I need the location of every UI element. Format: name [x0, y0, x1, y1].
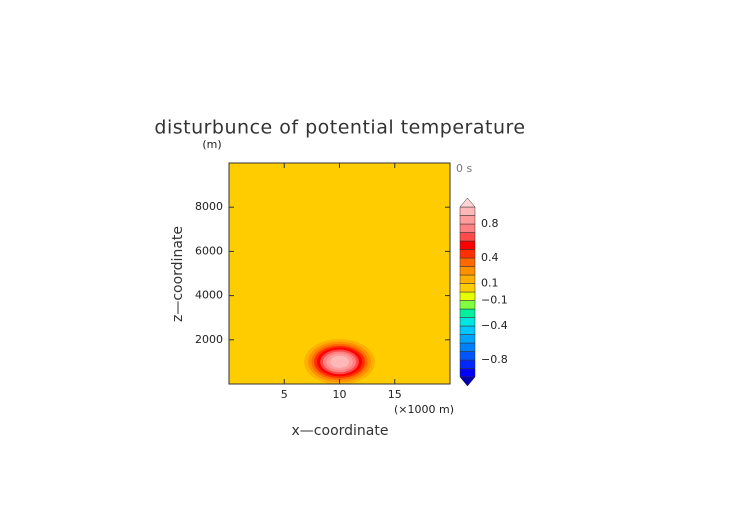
colorbar-band	[459, 325, 476, 335]
colorbar-band	[459, 266, 476, 276]
colorbar-band	[459, 308, 476, 318]
colorbar-label: −0.1	[481, 294, 508, 307]
colorbar-band	[459, 300, 476, 310]
colorbar-band	[459, 359, 476, 369]
colorbar-band	[459, 283, 476, 293]
colorbar-band	[459, 232, 476, 242]
colorbar-band	[459, 334, 476, 344]
y-tick-label: 2000	[195, 333, 223, 346]
colorbar-band	[459, 223, 476, 233]
colorbar-label: 0.1	[481, 277, 499, 290]
colorbar-band	[459, 249, 476, 259]
colorbar-band	[459, 257, 476, 267]
colorbar-label: 0.8	[481, 217, 499, 230]
colorbar-band	[459, 368, 476, 378]
x-axis-title: x—coordinate	[292, 423, 389, 439]
colorbar-label: −0.4	[481, 319, 508, 332]
y-unit: (m)	[202, 138, 221, 151]
chart-title: disturbunce of potential temperature	[154, 117, 525, 139]
y-tick-label: 8000	[195, 200, 223, 213]
x-unit: (×1000 m)	[394, 403, 454, 416]
colorbar-band	[459, 274, 476, 284]
x-tick-label: 15	[388, 388, 402, 401]
field	[229, 163, 450, 384]
colorbar-band	[459, 351, 476, 361]
colorbar-band	[459, 342, 476, 352]
colorbar-band	[459, 291, 476, 301]
colorbar-band	[459, 206, 476, 216]
colorbar-band	[459, 317, 476, 327]
x-tick-label: 5	[281, 388, 288, 401]
y-tick-label: 6000	[195, 244, 223, 257]
y-axis-title: z—coordinate	[170, 226, 186, 322]
colorbar-band	[459, 215, 476, 225]
colorbar-label: 0.4	[481, 251, 499, 264]
colorbar-extend-high	[459, 197, 476, 208]
contour-fill	[330, 355, 349, 368]
time-label: 0 s	[456, 162, 472, 175]
x-tick-label: 10	[333, 388, 347, 401]
colorbar-label: −0.8	[481, 353, 508, 366]
colorbar-band	[459, 240, 476, 250]
colorbar-extend-low	[459, 376, 476, 387]
y-tick-label: 4000	[195, 289, 223, 302]
